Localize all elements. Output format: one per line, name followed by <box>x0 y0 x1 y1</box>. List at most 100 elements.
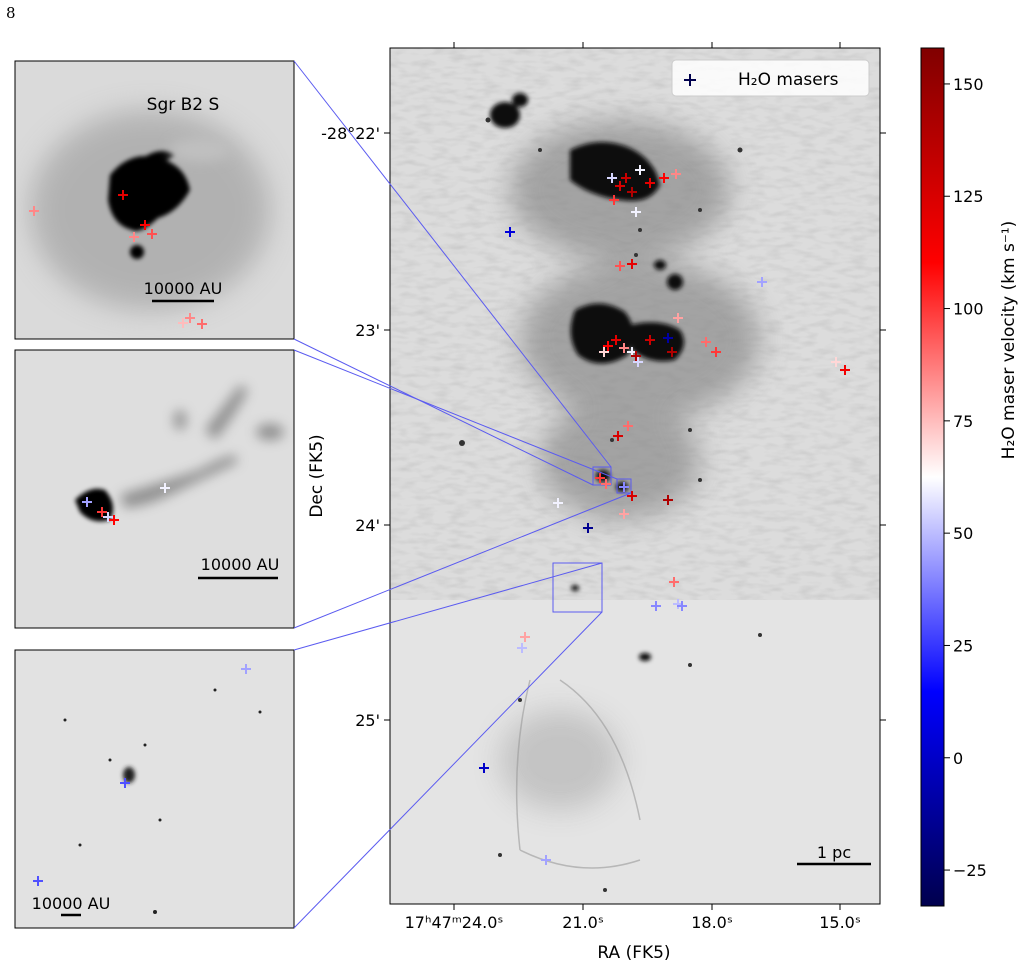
maser-marker <box>599 347 609 357</box>
colorbar-tick-label: 100 <box>953 300 984 319</box>
maser-marker <box>33 876 43 886</box>
main-frame <box>389 47 881 905</box>
maser-marker <box>673 313 683 323</box>
zoom-box-2 <box>616 478 632 494</box>
x-tick-2: 18.0ˢ <box>691 913 733 932</box>
main-ticks <box>384 42 886 910</box>
maser-marker <box>97 507 107 517</box>
legend-label: H₂O masers <box>738 70 839 90</box>
maser-marker <box>541 855 551 865</box>
maser-marker <box>623 421 633 431</box>
maser-marker <box>619 482 629 492</box>
maser-marker <box>595 473 605 483</box>
main-image-lower <box>390 600 880 904</box>
main-small-knots <box>459 117 762 892</box>
zoom-connector-lines <box>293 60 632 929</box>
maser-marker <box>601 479 611 489</box>
maser-marker <box>118 190 128 200</box>
maser-marker <box>520 632 530 642</box>
maser-marker <box>840 365 850 375</box>
maser-marker <box>645 335 655 345</box>
maser-marker <box>603 341 613 351</box>
maser-marker <box>197 319 207 329</box>
maser-marker <box>583 523 593 533</box>
maser-marker <box>831 357 841 367</box>
maser-marker <box>667 347 677 357</box>
legend-marker <box>684 74 696 86</box>
maser-marker <box>627 187 637 197</box>
main-panel: 17ʰ47ᵐ24.0ˢ 21.0ˢ 18.0ˢ 15.0ˢ -28°22' 23… <box>307 42 886 963</box>
colorbar: 150 125 100 75 50 25 0 −25 H₂O maser velocity (… <box>920 47 1019 907</box>
maser-marker <box>619 343 629 353</box>
maser-marker <box>663 495 673 505</box>
maser-marker <box>160 483 170 493</box>
inset-3: 10000 AU <box>14 649 295 929</box>
main-scale-bar-label: 1 pc <box>817 843 851 862</box>
main-filaments <box>515 679 641 869</box>
maser-marker <box>103 512 113 522</box>
main-scale-bar: 1 pc <box>797 843 871 866</box>
maser-marker <box>178 318 188 328</box>
maser-marker <box>621 173 631 183</box>
maser-marker <box>517 643 527 653</box>
connector-1b <box>293 338 594 486</box>
x-tick-1: 21.0ˢ <box>562 913 604 932</box>
maser-marker <box>631 351 641 361</box>
maser-marker <box>241 664 251 674</box>
maser-marker <box>631 207 641 217</box>
maser-marker <box>479 763 489 773</box>
maser-marker <box>627 491 637 501</box>
maser-marker <box>671 169 681 179</box>
colorbar-tick-label: 125 <box>953 187 984 206</box>
maser-marker <box>651 601 661 611</box>
connector-2b <box>293 492 632 629</box>
maser-marker <box>701 337 711 347</box>
maser-marker <box>615 181 625 191</box>
colorbar-tick-label: 150 <box>953 75 984 94</box>
page-number: 8 <box>6 4 16 22</box>
inset-1-maser-markers <box>29 190 207 329</box>
maser-marker <box>109 515 119 525</box>
inset-2-maser-markers <box>82 483 170 525</box>
maser-marker <box>613 431 623 441</box>
maser-marker <box>140 220 150 230</box>
x-axis-label: RA (FK5) <box>597 943 670 963</box>
maser-marker <box>645 178 655 188</box>
maser-marker <box>635 165 645 175</box>
connector-1a <box>293 60 612 468</box>
maser-marker <box>553 498 563 508</box>
colorbar-ticks: 150 125 100 75 50 25 0 −25 <box>944 75 987 880</box>
maser-marker <box>633 357 643 367</box>
main-dense-cores <box>490 93 684 661</box>
colorbar-tick-label: −25 <box>953 861 987 880</box>
inset-2-filaments <box>120 385 284 508</box>
inset-1-scale-label: 10000 AU <box>144 279 223 298</box>
connector-3b <box>293 611 603 929</box>
legend: H₂O masers <box>671 59 870 97</box>
inset-2: 10000 AU <box>14 349 295 629</box>
maser-marker <box>669 577 679 587</box>
inset-1-core <box>108 151 190 259</box>
inset-1-label: Sgr B2 S <box>147 95 220 115</box>
colorbar-tick-label: 0 <box>953 749 963 768</box>
inset-1: Sgr B2 S 10000 AU <box>14 60 295 340</box>
maser-marker <box>120 778 130 788</box>
maser-marker <box>663 333 673 343</box>
colorbar-label: H₂O maser velocity (km s⁻¹) <box>999 221 1019 460</box>
maser-marker <box>607 173 617 183</box>
x-tick-3: 15.0ˢ <box>819 913 861 932</box>
y-tick-3: 25' <box>355 711 380 730</box>
maser-marker <box>82 497 92 507</box>
inset-2-scale-label: 10000 AU <box>201 555 280 574</box>
maser-marker <box>615 261 625 271</box>
colorbar-gradient <box>920 47 945 907</box>
inset-3-scale-label: 10000 AU <box>32 894 111 913</box>
maser-marker <box>185 313 195 323</box>
maser-marker <box>29 206 39 216</box>
connector-3a <box>293 562 603 651</box>
y-axis-label: Dec (FK5) <box>307 434 327 517</box>
maser-marker <box>711 347 721 357</box>
x-tick-0: 17ʰ47ᵐ24.0ˢ <box>405 913 504 932</box>
connector-2a <box>293 349 618 480</box>
y-tick-1: 23' <box>355 321 380 340</box>
